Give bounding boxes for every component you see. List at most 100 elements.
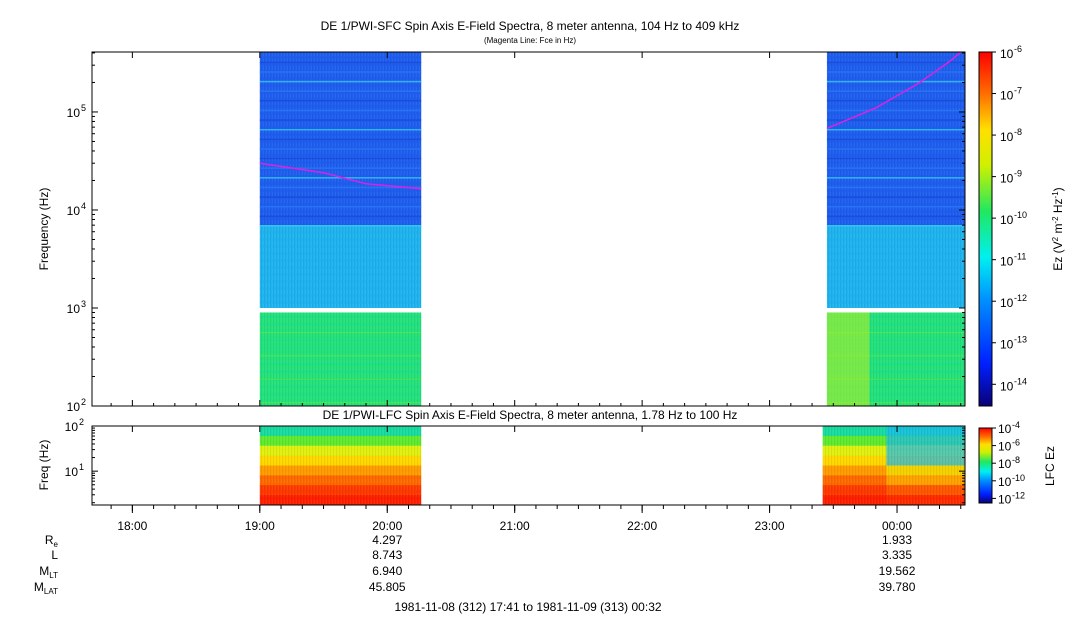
ephemeris-label-main: M — [34, 580, 44, 594]
bottom-colorbar-tick-label: 10 — [998, 440, 1012, 454]
ephemeris-label-sub: LT — [49, 571, 58, 580]
top-colorbar-tick-exponent: -7 — [1014, 86, 1022, 96]
top-spectrogram-texture — [259, 225, 422, 308]
top-panel-subtitle: (Magenta Line: Fce in Hz) — [484, 36, 576, 45]
top-y-tick-label: 10 — [67, 204, 81, 218]
top-spectrogram-stripe — [259, 378, 422, 380]
top-spectrogram-stripe — [826, 316, 965, 318]
ephemeris-value: 6.940 — [372, 564, 402, 578]
top-y-tick-exponent: 2 — [81, 397, 86, 407]
top-spectrogram-stripe — [259, 138, 422, 141]
top-spectrogram-stripe — [259, 157, 422, 160]
top-spectrogram-stripe — [826, 186, 965, 189]
ephemeris-label-sub: e — [54, 540, 59, 549]
top-spectrogram-stripe — [259, 109, 422, 112]
top-spectrogram-stripe — [826, 347, 965, 349]
top-spectrogram-stripe — [826, 138, 965, 141]
top-colorbar-tick-label: 10 — [1000, 89, 1014, 103]
top-colorbar-tick-exponent: -9 — [1014, 169, 1022, 179]
time-tick-label: 00:00 — [882, 519, 912, 533]
ephemeris-row-label: L — [51, 548, 58, 562]
top-spectrogram-stripe — [826, 215, 965, 218]
top-spectrogram-stripe — [826, 148, 965, 150]
time-tick-label: 19:00 — [245, 519, 275, 533]
top-colorbar-tick-exponent: -11 — [1014, 252, 1026, 262]
top-colorbar-label-part: m — [1051, 224, 1065, 237]
top-spectrogram-stripe — [826, 394, 965, 396]
top-colorbar-tick-exponent: -8 — [1014, 127, 1022, 137]
time-tick-label: 21:00 — [500, 519, 530, 533]
top-spectrogram-stripe — [826, 402, 965, 404]
top-spectrogram-stripe — [259, 71, 422, 73]
top-colorbar-tick-label: 10 — [1000, 47, 1014, 61]
top-spectrogram-stripe — [826, 119, 965, 121]
bottom-colorbar-tick-exponent: -6 — [1012, 438, 1020, 448]
bottom-colorbar-tick-label: 10 — [998, 457, 1012, 471]
ephemeris-row-label: MLT — [39, 564, 58, 580]
ephemeris-value: 3.335 — [882, 548, 912, 562]
bottom-spectrogram-texture — [822, 485, 965, 496]
top-y-axis-label: Frequency (Hz) — [37, 188, 51, 271]
bottom-spectrogram-texture — [822, 495, 965, 506]
top-spectrogram-stripe — [826, 177, 965, 179]
top-spectrogram-stripe — [259, 386, 422, 388]
ephemeris-row-label: Re — [45, 533, 59, 549]
ephemeris-label-sub: LAT — [44, 587, 58, 596]
top-spectrogram-stripe — [259, 128, 422, 131]
top-spectrogram-stripe — [826, 80, 965, 83]
top-colorbar-tick-label: 10 — [1000, 255, 1014, 269]
top-spectrogram-stripe — [259, 119, 422, 121]
ephemeris-value: 1.933 — [882, 533, 912, 547]
bottom-colorbar-tick-label: 10 — [998, 492, 1012, 506]
ephemeris-label-main: R — [45, 533, 54, 547]
top-colorbar-tick-label: 10 — [1000, 296, 1014, 310]
ephemeris-row-label: MLAT — [34, 580, 58, 596]
top-spectrogram-stripe — [826, 157, 965, 160]
bottom-spectrogram-texture — [259, 455, 422, 466]
top-spectrogram-stripe — [826, 90, 965, 92]
ephemeris-label-main: M — [39, 564, 49, 578]
top-spectrogram-emission — [826, 312, 870, 406]
top-spectrogram-stripe — [259, 339, 422, 341]
top-spectrogram-stripe — [259, 196, 422, 198]
top-colorbar — [978, 51, 993, 407]
top-colorbar-tick-label: 10 — [1000, 130, 1014, 144]
top-spectrogram-stripe — [826, 61, 965, 64]
time-axis: 18:00 19:00 20:00 21:00 22:00 23:00 00:00 — [92, 52, 965, 533]
time-tick-label: 18:00 — [117, 519, 147, 533]
top-spectrogram-stripe — [259, 331, 422, 333]
bottom-colorbar-label: LFC Ez — [1043, 446, 1057, 486]
bottom-spectrogram-texture — [822, 455, 965, 466]
top-spectrogram-stripe — [259, 225, 422, 227]
fce-line-segment — [826, 51, 962, 130]
top-y-tick-exponent: 4 — [81, 201, 86, 211]
top-spectrogram-stripe — [259, 363, 422, 365]
ephemeris-value: 39.780 — [879, 580, 916, 594]
top-spectrogram-stripe — [259, 370, 422, 372]
top-spectrogram-stripe — [826, 378, 965, 380]
ephemeris-value: 45.805 — [369, 580, 406, 594]
top-panel-title: DE 1/PWI-SFC Spin Axis E-Field Spectra, … — [321, 19, 740, 33]
bottom-spectrogram-texture — [259, 426, 422, 437]
bottom-y-tick-label: 10 — [65, 420, 79, 434]
top-colorbar-tick-exponent: -14 — [1014, 376, 1027, 386]
bottom-spectrogram-texture — [259, 475, 422, 486]
top-spectrogram-stripe — [826, 386, 965, 388]
bottom-spectrogram — [259, 426, 965, 506]
bottom-colorbar-tick-exponent: -10 — [1012, 473, 1025, 483]
bottom-spectrogram-texture — [259, 445, 422, 457]
top-spectrogram-stripe — [826, 225, 965, 227]
time-range-label: 1981-11-08 (312) 17:41 to 1981-11-09 (31… — [394, 600, 661, 614]
ephemeris-value: 8.743 — [372, 548, 402, 562]
ephemeris-label-main: L — [51, 548, 58, 562]
top-colorbar-label-part: ) — [1051, 187, 1065, 191]
bottom-spectrogram-texture — [822, 465, 965, 476]
top-y-tick-exponent: 3 — [81, 299, 86, 309]
top-spectrogram-stripe — [826, 196, 965, 198]
ephemeris-value: 4.297 — [372, 533, 402, 547]
top-spectrogram-texture — [826, 225, 965, 308]
bottom-colorbar-tick-exponent: -4 — [1012, 420, 1020, 430]
bottom-spectrogram-texture — [822, 435, 965, 447]
